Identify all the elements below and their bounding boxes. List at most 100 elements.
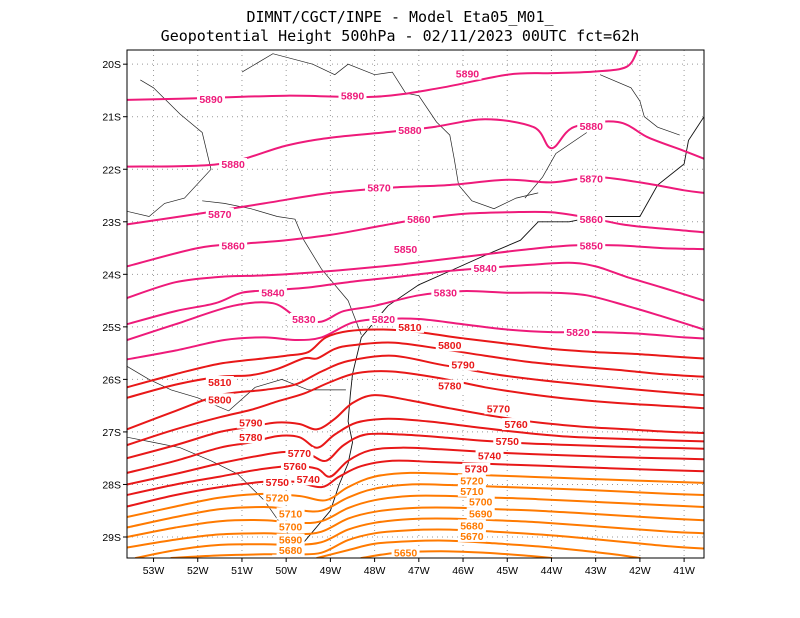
contour-label-bg	[435, 339, 464, 352]
contour-label-bg	[563, 326, 592, 339]
contour-label: 5860	[407, 214, 431, 226]
lat-tick-label: 25S	[102, 322, 121, 334]
lat-tick-label: 23S	[102, 217, 121, 229]
contour-label-bg	[369, 312, 398, 325]
contour-line	[127, 459, 704, 508]
contour-label-bg	[285, 446, 314, 459]
lon-tick-label: 49W	[320, 565, 342, 577]
contour-line	[127, 494, 704, 538]
coastline	[285, 116, 704, 558]
contour-label: 5680	[460, 520, 484, 532]
contour-label: 5860	[580, 214, 604, 226]
contour-label: 5690	[279, 535, 303, 547]
contour-label-bg	[219, 239, 248, 252]
chart-title-line2: Geopotential Height 500hPa - 02/11/2023 …	[160, 27, 640, 45]
contour-label: 5810	[208, 377, 232, 389]
lat-tick-label: 21S	[102, 112, 121, 124]
contour-label-bg	[391, 243, 420, 256]
state-border	[202, 200, 362, 335]
chart-title-line1: DIMNT/CGCT/INPE - Model Eta05_M01_	[246, 8, 554, 26]
contour-label: 5740	[297, 474, 321, 486]
contour-label: 5850	[394, 244, 418, 256]
contour-label-bg	[263, 491, 292, 504]
contour-line	[127, 446, 704, 496]
contour-label: 5750	[266, 477, 290, 489]
contour-label-bg	[577, 172, 606, 185]
lon-tick-label: 45W	[496, 565, 518, 577]
contour-line	[127, 176, 704, 226]
contour-label-bg	[502, 418, 531, 431]
lat-tick-label: 22S	[102, 164, 121, 176]
state-border	[524, 132, 587, 199]
contour-label-bg	[281, 460, 310, 473]
contour-label-bg	[453, 67, 482, 80]
contour-label-bg	[457, 484, 486, 497]
contour-label: 5820	[372, 314, 396, 326]
contour-label: 5690	[469, 508, 493, 520]
contour-line	[127, 290, 704, 341]
contour-label: 5870	[580, 174, 604, 186]
contour-line	[127, 471, 704, 518]
contour-label: 5870	[367, 183, 391, 195]
contour-label-bg	[577, 120, 606, 133]
contour-label-bg	[577, 213, 606, 226]
lon-tick-label: 41W	[673, 565, 695, 577]
contour-line	[127, 370, 704, 447]
lat-tick-label: 24S	[102, 269, 121, 281]
contour-label-bg	[236, 431, 265, 444]
contour-label-bg	[395, 320, 424, 333]
contour-line	[127, 483, 704, 529]
contour-label-bg	[289, 312, 318, 325]
contour-label: 5700	[279, 521, 303, 533]
contour-label-bg	[276, 533, 305, 546]
contour-line	[127, 328, 704, 389]
contour-label: 5860	[221, 240, 245, 252]
contour-label-bg	[462, 462, 491, 475]
contour-line	[127, 317, 704, 361]
contour-labels: 5890 5890 5890 5880 5880 5880 5870 5870 5870 5860…	[197, 67, 606, 558]
lon-tick-label: 47W	[408, 565, 430, 577]
contour-line	[170, 528, 704, 558]
lat-tick-label: 26S	[102, 374, 121, 386]
state-border	[127, 365, 346, 412]
contour-label: 5880	[580, 121, 604, 133]
contour-label-bg	[197, 92, 226, 105]
lon-tick-label: 44W	[541, 565, 563, 577]
lon-tick-label: 52W	[187, 565, 209, 577]
contour-label-bg	[404, 213, 433, 226]
contour-label: 5670	[460, 531, 484, 543]
contour-label: 5760	[283, 461, 307, 473]
contour-label-bg	[205, 376, 234, 389]
contour-label: 5770	[487, 403, 511, 415]
contour-label-bg	[294, 473, 323, 486]
state-border	[599, 74, 680, 136]
contour-label: 5760	[504, 419, 528, 431]
contour-label-bg	[484, 402, 513, 415]
contour-label-bg	[457, 529, 486, 542]
lon-tick-label: 50W	[275, 565, 297, 577]
contour-label: 5890	[341, 91, 365, 103]
contour-label-bg	[205, 393, 234, 406]
contour-label-bg	[493, 434, 522, 447]
contour-label: 5840	[261, 288, 285, 300]
contour-label-bg	[466, 495, 495, 508]
contour-label: 5790	[239, 417, 263, 429]
contour-line	[127, 354, 704, 431]
lat-tick-label: 20S	[102, 59, 121, 71]
contour-label-bg	[431, 286, 460, 299]
contour-label-bg	[276, 544, 305, 557]
lat-tick-label: 29S	[102, 532, 121, 544]
contour-label: 5770	[288, 448, 312, 460]
contour-label: 5840	[473, 263, 497, 275]
contour-line	[127, 210, 704, 268]
contour-label-bg	[263, 475, 292, 488]
contour-line	[127, 506, 704, 549]
contour-label: 5780	[239, 432, 263, 444]
lat-tick-label: 27S	[102, 427, 121, 439]
contour-line	[127, 118, 704, 168]
contour-label-bg	[466, 507, 495, 520]
contour-line	[316, 539, 641, 558]
lon-tick-label: 53W	[143, 565, 165, 577]
contour-label: 5700	[469, 496, 493, 508]
